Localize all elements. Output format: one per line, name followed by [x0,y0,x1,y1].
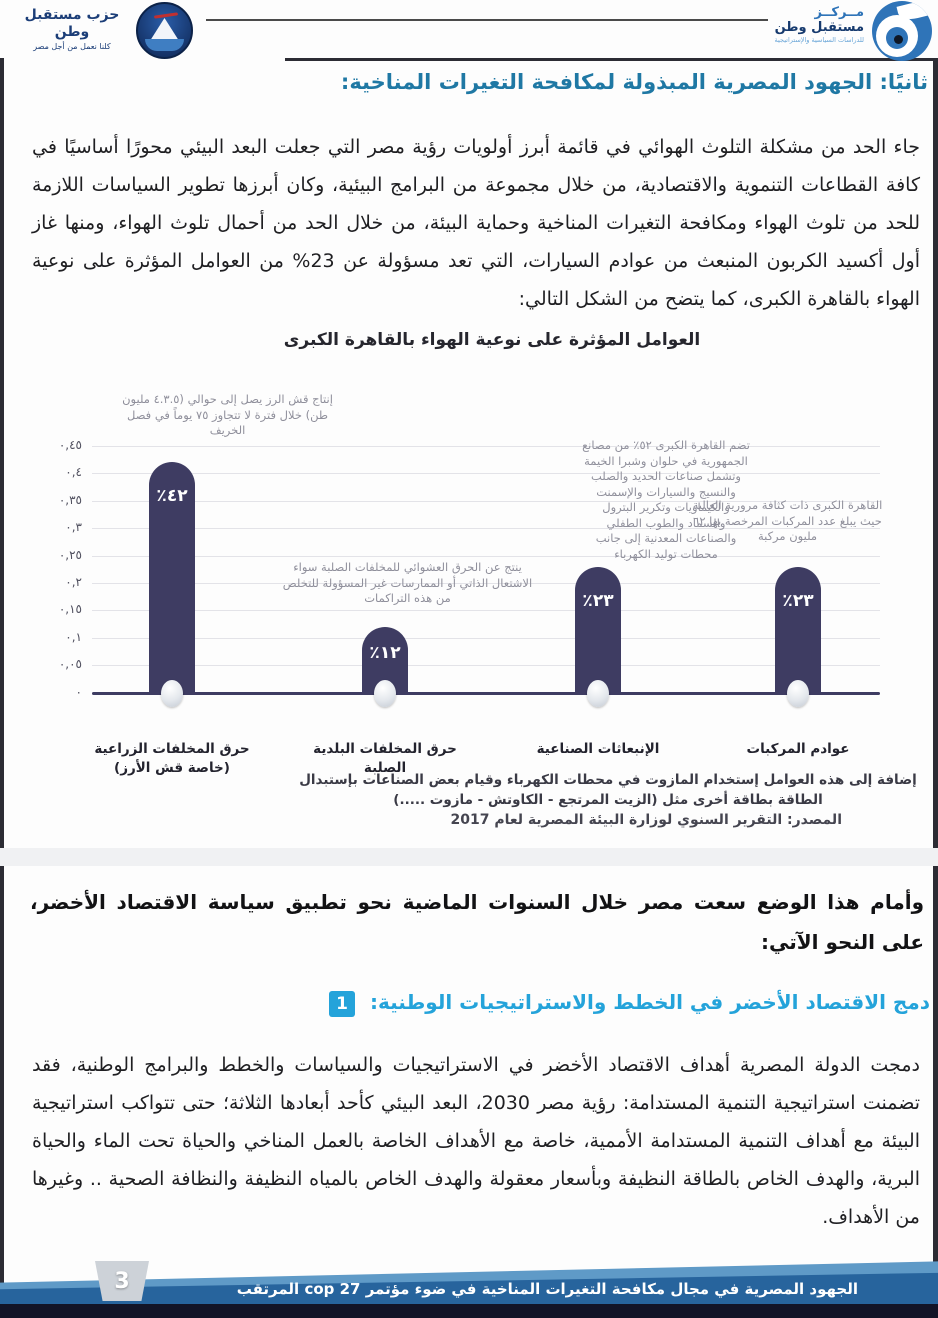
gridline [92,473,880,475]
party-logo-title: حزب مستقبل وطن [24,7,120,40]
bar-value-label: ١٢٪ [369,643,401,664]
page-number-tab: 3 [95,1261,149,1301]
y-axis-tick-label: ٠,٤٥ [58,438,82,452]
center-logo-word2: مستقبل وطن [774,20,864,35]
gridline [92,610,880,612]
chart-source: المصدر: التقرير السنوي لوزارة البيئة الم… [450,812,843,828]
gridline [92,500,880,502]
footer-band: 3 الجهود المصرية في مجال مكافحة التغيرات… [0,1250,938,1318]
bar-base-marker [374,680,396,707]
x-axis-category-label: حرق المخلفات الزراعية (خاصة قش الأرز) [94,741,250,776]
y-axis-tick-label: ٠,٣٥ [58,492,82,507]
transition-paragraph: وأمام هذا الوضع سعت مصر خلال السنوات الم… [30,890,924,954]
bar-value-label: ٢٣٪ [582,590,614,611]
party-logo-tagline: كلنا نعمل من أجل مصر [33,42,111,51]
point1-heading-text: دمج الاقتصاد الأخضر في الخطط والاستراتيج… [369,990,930,1014]
bar-base-marker [787,680,809,707]
x-axis-category-label: حرق المخلفات البلدية الصلبة [313,741,457,776]
y-axis-tick-label: ٠ [75,684,82,699]
point1-number-badge: 1 [329,990,356,1017]
y-axis-tick-label: ٠,٠٥ [58,657,82,672]
point1-heading: دمج الاقتصاد الأخضر في الخطط والاستراتيج… [300,990,930,1017]
bar: ٤٢٪ [149,462,195,693]
gridline [92,555,880,557]
center-logo-word1: مــركــز [814,5,864,20]
chart-annotation: تضم القاهرة الكبرى ٥٢٪ من مصانع الجمهوري… [582,438,750,561]
y-axis-tick-label: ٠,٢ [65,575,82,589]
chart-annotation: القاهرة الكبرى ذات كثافة مرورية العالية … [692,498,883,543]
gridline [92,637,880,639]
bar-value-label: ٢٣٪ [782,590,814,611]
section-heading: ثانيًا: الجهود المصرية المبذولة لمكافحة … [340,70,928,94]
chart-title: العوامل المؤثرة على نوعية الهواء بالقاهر… [283,330,701,350]
center-logo-tagline: للدراسات السياسية والإستراتيجية [774,36,864,44]
party-emblem-icon [136,2,193,59]
gridline [92,446,880,447]
chart-note: إضافة إلى هذه العوامل إستخدام المازوت في… [299,772,917,808]
party-logo-text: حزب مستقبل وطن كلنا نعمل من أجل مصر [12,7,132,52]
page-edge-right [933,58,938,1306]
point1-paragraph: دمجت الدولة المصرية أهداف الاقتصاد الأخض… [32,1054,920,1228]
x-axis-category-label: عوادم المركبات [746,741,850,757]
y-axis-tick-label: ٠,٤ [65,465,82,480]
bar-base-marker [587,680,609,707]
bar-value-label: ٤٢٪ [156,486,188,507]
footer-title: الجهود المصرية في مجال مكافحة التغيرات ا… [236,1280,858,1298]
bar-chart: ٠,٤٥ ٠,٤ ٠,٣٥ ٠,٣ ٠,٢٥ ٠,٢ ٠,١٥ ٠,١ ٠,٠٥ ٠ إنتاج ق… [30,388,908,788]
gridline [92,583,880,584]
bar-base-marker [161,680,183,707]
center-logo-icon [872,1,932,61]
emblem-sea-shape [145,39,184,51]
y-axis-tick-label: ٠,٣ [65,520,82,535]
bar: ٢٣٪ [575,566,621,693]
x-axis-category-label: الإنبعاثات الصناعية [536,741,660,757]
center-logo-text: مــركــز مستقبل وطن للدراسات السياسية وا… [754,5,864,45]
bar: ٢٣٪ [775,566,821,693]
x-axis-baseline [92,691,880,695]
emblem-red-accent [153,12,179,19]
footer-bottom-strip [0,1304,938,1318]
gridline [92,665,880,667]
page-edge-top [285,58,938,61]
y-axis-tick-label: ٠,٢٥ [58,547,82,562]
scan-shadow-band [0,848,938,866]
logo-dot [894,35,903,44]
header-divider-line [206,19,768,21]
gridline [92,528,880,530]
intro-paragraph: جاء الحد من مشكلة التلوث الهوائي في قائم… [32,136,920,310]
y-axis-tick-label: ٠,١٥ [58,602,82,617]
y-axis-tick-label: ٠,١ [65,629,82,644]
chart-annotation: إنتاج قش الرز يصل إلى حوالي (٤.٣.٥ مليون… [122,392,333,437]
page-edge-left [0,58,4,1306]
chart-annotation: ينتج عن الحرق العشوائي للمخلفات الصلبة س… [282,560,533,605]
